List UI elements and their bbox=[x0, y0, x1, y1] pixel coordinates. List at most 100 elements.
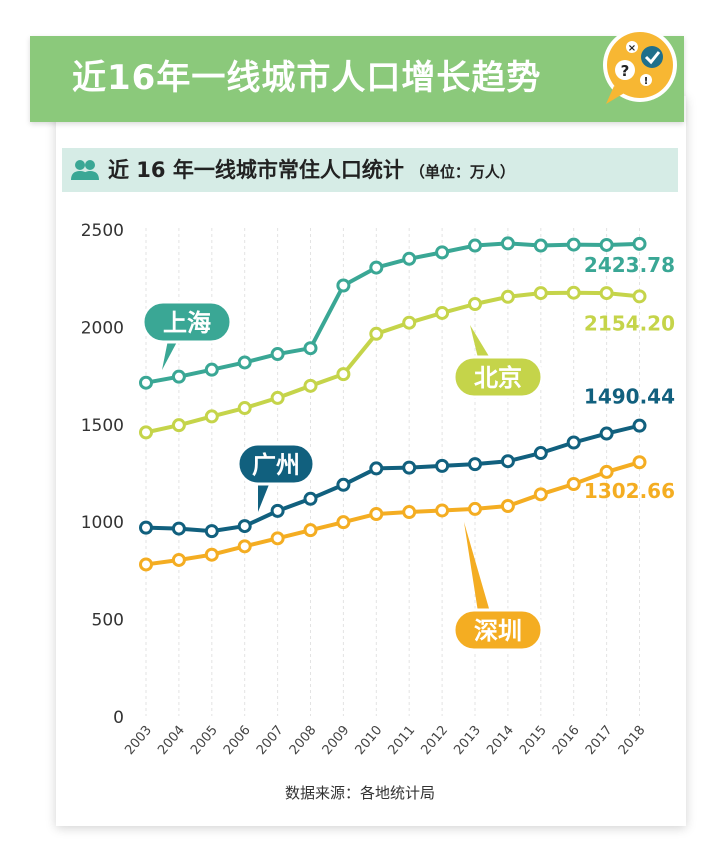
callout-bubble bbox=[452, 608, 544, 652]
data-point bbox=[566, 285, 581, 300]
title-banner: 近16年一线城市人口增长趋势 bbox=[30, 36, 684, 122]
x-tick-label: 2003 bbox=[122, 723, 155, 758]
x-tick-label: 2006 bbox=[221, 723, 254, 758]
data-point bbox=[171, 552, 186, 567]
end-value-label: 2423.78 bbox=[584, 253, 675, 277]
end-value-label: 1490.44 bbox=[584, 385, 675, 409]
data-point bbox=[139, 520, 153, 535]
y-tick-label: 1000 bbox=[81, 513, 124, 533]
data-point bbox=[303, 491, 318, 506]
data-point bbox=[402, 460, 417, 475]
data-point bbox=[270, 531, 285, 546]
x-tick-label: 2018 bbox=[616, 723, 649, 758]
data-point bbox=[369, 506, 384, 521]
data-point bbox=[566, 435, 581, 450]
data-point bbox=[369, 461, 384, 476]
data-point bbox=[237, 519, 252, 534]
data-point bbox=[369, 326, 384, 341]
data-point bbox=[139, 557, 153, 572]
data-point bbox=[599, 286, 614, 301]
svg-text:!: ! bbox=[644, 76, 649, 87]
x-tick-label: 2011 bbox=[386, 723, 419, 758]
y-tick-label: 2000 bbox=[81, 318, 124, 338]
data-point bbox=[533, 487, 548, 502]
data-point bbox=[402, 251, 417, 266]
callout-tail bbox=[470, 325, 490, 358]
data-point bbox=[500, 289, 515, 304]
data-point bbox=[237, 539, 252, 554]
callout-bubble bbox=[141, 300, 233, 344]
data-point bbox=[303, 378, 318, 393]
svg-text:?: ? bbox=[621, 62, 630, 80]
data-point bbox=[204, 524, 219, 539]
data-point bbox=[566, 476, 581, 491]
callout-tail bbox=[162, 340, 178, 370]
data-point bbox=[270, 347, 285, 362]
series-name-label: 深圳 bbox=[474, 617, 522, 645]
data-point bbox=[435, 305, 450, 320]
data-point bbox=[171, 369, 186, 384]
x-tick-label: 2017 bbox=[583, 723, 616, 758]
data-point bbox=[139, 425, 153, 440]
y-tick-label: 1500 bbox=[81, 416, 124, 436]
data-point bbox=[468, 296, 482, 311]
data-point bbox=[533, 446, 548, 461]
data-point bbox=[369, 260, 384, 275]
series-name-label: 北京 bbox=[474, 364, 522, 392]
data-point bbox=[402, 315, 417, 330]
end-value-label: 1302.66 bbox=[584, 479, 675, 503]
data-point bbox=[303, 523, 318, 538]
data-point bbox=[599, 426, 614, 441]
data-point bbox=[500, 499, 515, 514]
data-point bbox=[303, 341, 318, 356]
data-point bbox=[336, 278, 351, 293]
chart-subtitle: 近 16 年一线城市常住人口统计 （单位：万人） bbox=[108, 148, 515, 192]
callout-tail bbox=[464, 522, 490, 612]
unit-label: （单位：万人） bbox=[409, 163, 515, 181]
chart-card bbox=[56, 96, 686, 826]
series-name-label: 广州 bbox=[252, 451, 300, 479]
data-point bbox=[139, 375, 153, 390]
callout-bubble bbox=[452, 355, 544, 399]
data-point bbox=[171, 521, 186, 536]
x-tick-label: 2008 bbox=[287, 723, 320, 758]
x-tick-label: 2004 bbox=[155, 723, 188, 758]
subtitle-bar: 近 16 年一线城市常住人口统计 （单位：万人） bbox=[62, 148, 678, 192]
data-point bbox=[599, 237, 614, 252]
banner-title: 近16年一线城市人口增长趋势 bbox=[72, 58, 542, 98]
data-point bbox=[336, 515, 351, 530]
data-point bbox=[468, 501, 482, 516]
data-point bbox=[632, 289, 647, 304]
data-point bbox=[500, 236, 515, 251]
x-tick-label: 2015 bbox=[517, 723, 550, 758]
data-point bbox=[204, 362, 219, 377]
subtitle-text: 近 16 年一线城市常住人口统计 bbox=[108, 158, 404, 182]
y-tick-label: 2500 bbox=[81, 221, 124, 241]
series-name-label: 上海 bbox=[163, 309, 211, 337]
x-tick-label: 2013 bbox=[451, 723, 484, 758]
series-line bbox=[145, 460, 641, 567]
data-point bbox=[270, 390, 285, 405]
svg-text:×: × bbox=[628, 43, 636, 54]
people-icon bbox=[71, 160, 99, 180]
x-tick-label: 2007 bbox=[254, 723, 287, 758]
data-point bbox=[632, 418, 647, 433]
data-point bbox=[435, 245, 450, 260]
quiz-badge-icon: ? × ! bbox=[603, 28, 677, 104]
data-source: 数据来源：各地统计局 bbox=[284, 784, 435, 802]
data-point bbox=[632, 236, 647, 251]
data-point bbox=[500, 454, 515, 469]
data-point bbox=[632, 455, 647, 470]
y-tick-label: 500 bbox=[92, 611, 124, 631]
x-tick-label: 2014 bbox=[484, 723, 517, 758]
callout-bubble bbox=[236, 442, 316, 486]
data-point bbox=[270, 503, 285, 518]
callout-tail bbox=[258, 482, 270, 512]
data-point bbox=[468, 238, 482, 253]
data-point bbox=[468, 457, 482, 472]
data-point bbox=[533, 238, 548, 253]
series-line bbox=[145, 290, 640, 435]
x-tick-label: 2005 bbox=[188, 723, 221, 758]
data-point bbox=[533, 286, 548, 301]
